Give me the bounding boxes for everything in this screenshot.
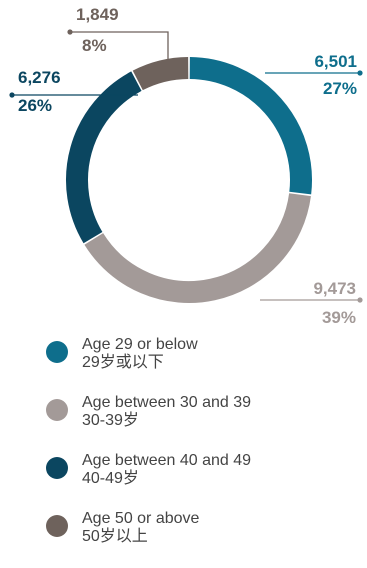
legend-label: Age 50 or above 50岁以上: [82, 510, 199, 546]
legend-label: Age 29 or below 29岁或以下: [82, 336, 198, 372]
legend-label-en: Age between 40 and 49: [82, 452, 252, 469]
value-label-4: 1,849: [76, 5, 119, 24]
callout-dot-4: [67, 29, 73, 35]
slice-3: [66, 71, 142, 244]
legend-label-zh: 30-39岁: [82, 412, 139, 429]
slice-4: [132, 57, 189, 91]
legend-item: Age 29 or below 29岁或以下: [46, 336, 346, 394]
donut-chart: 6,501 27% 9,473 39% 6,276 26% 1,849 8%: [9, 5, 363, 327]
callout-dot-2: [357, 297, 363, 303]
callout-dot-3: [9, 92, 15, 98]
legend-label-zh: 29岁或以下: [82, 354, 164, 371]
slice-2: [84, 193, 311, 303]
callout-line-4: [70, 31, 169, 64]
legend-swatch: [46, 341, 68, 363]
donut-callouts: 6,501 27% 9,473 39% 6,276 26% 1,849 8%: [9, 5, 363, 327]
legend-item: Age 50 or above 50岁以上: [46, 510, 346, 568]
legend-swatch: [46, 399, 68, 421]
value-label-2: 9,473: [313, 279, 356, 298]
legend-item: Age between 40 and 49 40-49岁: [46, 452, 346, 510]
legend-label-zh: 50岁以上: [82, 528, 148, 545]
legend-swatch: [46, 457, 68, 479]
value-label-1: 6,501: [314, 52, 357, 71]
slice-1: [189, 57, 312, 195]
legend-label: Age between 40 and 49 40-49岁: [82, 452, 251, 488]
donut-slices: [66, 57, 312, 303]
percent-label-1: 27%: [323, 79, 357, 98]
percent-label-4: 8%: [82, 36, 107, 55]
legend-label-en: Age 29 or below: [82, 336, 198, 353]
percent-label-3: 26%: [18, 96, 52, 115]
legend-label: Age between 30 and 39 30-39岁: [82, 394, 251, 430]
percent-label-2: 39%: [322, 308, 356, 327]
legend-swatch: [46, 515, 68, 537]
legend-label-en: Age between 30 and 39: [82, 394, 252, 411]
legend-item: Age between 30 and 39 30-39岁: [46, 394, 346, 452]
legend-label-en: Age 50 or above: [82, 510, 200, 527]
legend-label-zh: 40-49岁: [82, 470, 139, 487]
legend: Age 29 or below 29岁或以下 Age between 30 and …: [46, 336, 346, 568]
value-label-3: 6,276: [18, 68, 61, 87]
callout-dot-1: [357, 70, 363, 76]
